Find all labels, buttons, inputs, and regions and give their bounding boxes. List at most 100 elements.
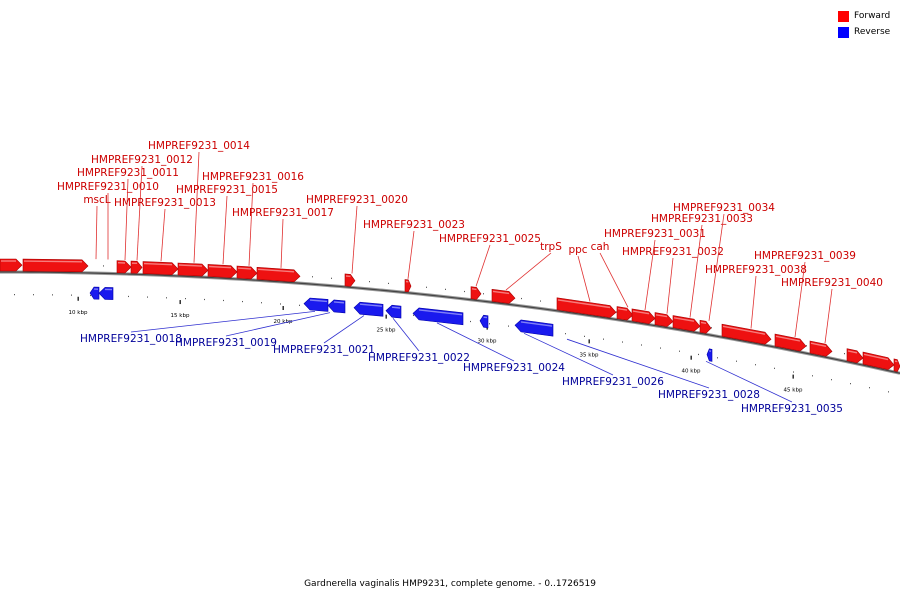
gene-label-hmpref9231-0032: HMPREF9231_0032 — [622, 246, 724, 258]
gene-leader-hmpref9231-0016 — [248, 182, 254, 266]
minor-tick-outer — [331, 277, 332, 279]
forward-gene-5-highlight — [178, 264, 203, 267]
minor-tick-outer — [312, 276, 313, 278]
forward-gene-8 — [256, 266, 301, 283]
forward-gene-17 — [672, 315, 701, 332]
gene-leader-cah — [599, 252, 629, 308]
minor-tick-inner — [299, 304, 300, 306]
gene-leader-hmpref9231-0014 — [193, 151, 200, 263]
reverse-gene-3-highlight — [333, 301, 345, 304]
forward-gene-1 — [22, 258, 89, 273]
forward-gene-16 — [654, 312, 674, 327]
gene-leader-hmpref9231-0040 — [824, 288, 833, 344]
gene-leader-hmpref9231-0026 — [523, 332, 614, 376]
gene-label-hmpref9231-0040: HMPREF9231_0040 — [781, 277, 883, 289]
minor-tick-inner — [147, 296, 148, 298]
gene-leader-hmpref9231-0033 — [689, 224, 703, 318]
minor-tick-inner — [850, 383, 851, 385]
reverse-gene-8 — [514, 319, 554, 337]
forward-gene-20 — [774, 333, 807, 352]
minor-tick-inner — [71, 294, 72, 296]
minor-tick-inner — [470, 320, 471, 323]
forward-gene-18 — [699, 319, 712, 334]
legend-label-reverse: Reverse — [854, 27, 891, 37]
gene-label-hmpref9231-0018: HMPREF9231_0018 — [80, 333, 182, 345]
minor-tick-inner — [223, 299, 224, 302]
forward-gene-0 — [0, 258, 23, 272]
gene-leader-hmpref9231-0031 — [644, 239, 656, 311]
scale-label: 25 kbp — [377, 328, 396, 334]
forward-gene-15-highlight — [632, 310, 650, 315]
legend: Forward Reverse — [838, 9, 890, 41]
gene-leader-hmpref9231-0039 — [794, 261, 806, 338]
gene-label-hmpref9231-0021: HMPREF9231_0021 — [273, 344, 375, 356]
minor-tick-inner — [565, 333, 566, 335]
minor-tick-inner — [584, 335, 585, 337]
minor-tick-inner — [774, 367, 775, 369]
gene-leader-hmpref9231-0018 — [130, 311, 316, 333]
gene-label-hmpref9231-0011: HMPREF9231_0011 — [77, 167, 179, 179]
forward-gene-13-highlight — [557, 299, 611, 309]
minor-tick-inner — [793, 371, 794, 373]
gene-label-hmpref9231-0025: HMPREF9231_0025 — [439, 233, 541, 245]
forward-gene-14 — [616, 306, 634, 321]
reverse-gene-5-highlight — [391, 306, 401, 309]
minor-tick-inner — [242, 300, 243, 303]
reverse-gene-9 — [706, 348, 713, 362]
minor-tick-inner — [603, 338, 604, 340]
genome-backbone — [0, 271, 900, 374]
forward-gene-17-highlight — [673, 317, 695, 322]
scale-label: 15 kbp — [171, 313, 190, 319]
minor-tick-inner — [185, 298, 186, 300]
gene-label-cah: cah — [591, 241, 610, 253]
scale-tick — [792, 374, 794, 379]
minor-tick-inner — [280, 303, 281, 305]
minor-tick-inner — [660, 347, 661, 349]
reverse-gene-6 — [412, 307, 464, 326]
gene-leader-ppc — [577, 255, 591, 302]
gene-leader-hmpref9231-0015 — [222, 195, 228, 265]
forward-gene-9 — [344, 273, 356, 287]
scale-label: 45 kbp — [784, 388, 803, 394]
gene-leader-hmpref9231-0032 — [666, 257, 674, 314]
scale-label: 40 kbp — [682, 369, 701, 375]
minor-tick-outer — [711, 327, 712, 329]
reverse-swatch — [838, 26, 849, 38]
minor-tick-inner — [717, 357, 718, 359]
forward-gene-19-highlight — [722, 325, 766, 335]
forward-gene-23-highlight — [863, 353, 889, 361]
genome-caption: Gardnerella vaginalis HMP9231, complete … — [304, 579, 596, 589]
forward-gene-1-highlight — [23, 260, 83, 263]
forward-gene-19 — [721, 323, 772, 345]
minor-tick-outer — [426, 286, 427, 288]
forward-gene-5 — [177, 262, 209, 277]
forward-gene-7 — [236, 265, 258, 280]
forward-swatch — [838, 10, 849, 22]
forward-gene-15 — [631, 308, 656, 325]
minor-tick-outer — [844, 353, 845, 355]
scale-tick — [77, 296, 79, 301]
minor-tick-inner — [52, 294, 53, 296]
gene-leader-hmpref9231-0024 — [436, 322, 515, 362]
gene-leader-hmpref9231-0011 — [124, 178, 129, 260]
gene-leader-hmpref9231-0012 — [136, 165, 143, 261]
forward-gene-20-highlight — [775, 335, 801, 342]
minor-tick-inner — [261, 302, 262, 304]
reverse-gene-3 — [327, 299, 346, 314]
minor-tick-inner — [14, 294, 15, 296]
scale-label: 30 kbp — [478, 339, 497, 345]
forward-gene-7-highlight — [237, 267, 252, 270]
scale-tick — [179, 300, 181, 305]
minor-tick-inner — [128, 295, 129, 298]
scale-label: 20 kbp — [274, 319, 293, 325]
gene-label-hmpref9231-0033: HMPREF9231_0033 — [651, 213, 753, 225]
scale-tick — [690, 355, 692, 360]
gene-label-trps: trpS — [540, 241, 562, 253]
legend-label-forward: Forward — [854, 11, 891, 21]
forward-gene-2 — [116, 260, 132, 274]
forward-gene-3 — [130, 260, 143, 274]
gene-leader-mscl — [95, 205, 98, 260]
gene-leader-hmpref9231-0013 — [160, 208, 166, 262]
scale-tick — [385, 314, 387, 319]
